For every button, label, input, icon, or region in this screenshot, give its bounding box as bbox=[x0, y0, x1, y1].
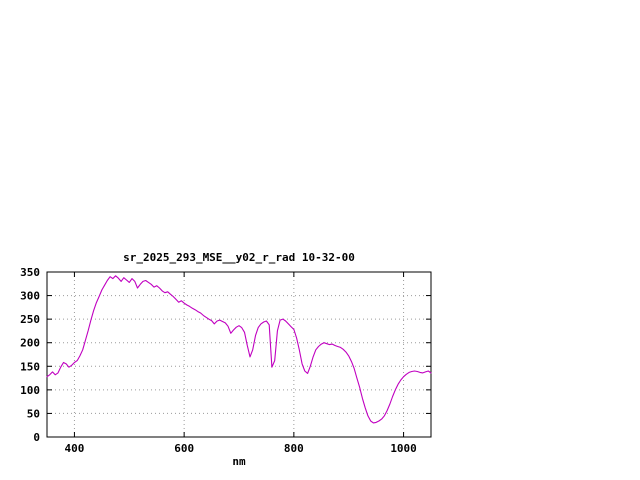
data-line bbox=[46, 275, 432, 424]
y-tick-label: 100 bbox=[20, 384, 40, 397]
y-tick-label: 350 bbox=[20, 266, 40, 279]
y-tick-label: 50 bbox=[27, 407, 40, 420]
grid-lines bbox=[47, 271, 431, 438]
y-tick-label: 300 bbox=[20, 290, 40, 303]
x-tick-label: 800 bbox=[284, 442, 304, 455]
y-tick-label: 200 bbox=[20, 337, 40, 350]
x-tick-label: 600 bbox=[174, 442, 194, 455]
x-axis-tick-labels: 400 600 800 1000 bbox=[64, 442, 416, 455]
plot-border bbox=[46, 271, 432, 438]
y-tick-label: 150 bbox=[20, 360, 40, 373]
y-tick-label: 250 bbox=[20, 313, 40, 326]
x-tick-label: 400 bbox=[64, 442, 84, 455]
chart-title: sr_2025_293_MSE__y02_r_rad 10-32-00 bbox=[123, 251, 355, 264]
y-axis-tick-labels: 0 50 100 150 200 250 300 350 bbox=[20, 266, 40, 444]
x-axis-label: nm bbox=[232, 455, 246, 468]
y-tick-label: 0 bbox=[33, 431, 40, 444]
x-tick-label: 1000 bbox=[390, 442, 417, 455]
tick-marks bbox=[47, 271, 431, 438]
